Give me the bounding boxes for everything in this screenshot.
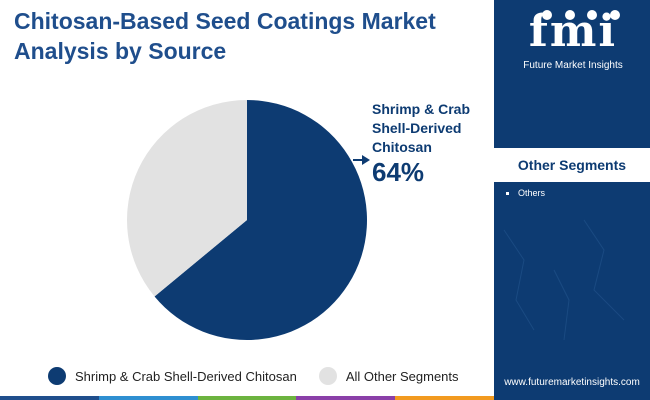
logo-letters: fmi (528, 6, 618, 57)
segment-item-label: Others (518, 188, 546, 198)
accent-bar-segment (296, 396, 396, 400)
legend-label-shrimp-crab: Shrimp & Crab Shell-Derived Chitosan (75, 368, 297, 384)
callout-arrow (353, 155, 370, 165)
callout-label-line-2: Shell-Derived (372, 120, 462, 136)
accent-bar-segment (98, 396, 198, 400)
callout-value: 64% (372, 157, 425, 187)
accent-bar-segment (197, 396, 297, 400)
other-segments-header: Other Segments (494, 148, 650, 182)
pie-slices (126, 100, 367, 340)
bullet-icon (506, 191, 509, 195)
pie-chart (126, 100, 370, 340)
title-line-2: Analysis by Source (14, 38, 227, 64)
accent-bar-segment (0, 396, 99, 400)
pie-slice-other-segments (126, 100, 247, 297)
accent-bar-segment (395, 396, 494, 400)
logo-icons (536, 10, 626, 22)
website-url: www.futuremarketinsights.com (504, 377, 640, 388)
panel-texture (503, 219, 625, 341)
side-panel: fmi Future Market Insights Other Segment… (494, 0, 650, 400)
callout-label-line-3: Chitosan (372, 139, 432, 155)
slice-callout: Shrimp & Crab Shell-Derived Chitosan 64% (372, 100, 502, 187)
legend-swatch-shrimp-crab (48, 367, 66, 385)
legend-label-other-segments: All Other Segments (345, 368, 459, 384)
color-accent-bar (0, 396, 494, 400)
segment-item: Others (506, 186, 545, 200)
segments-list: Others (506, 186, 545, 200)
legend-item-other-segments: All Other Segments (318, 367, 459, 385)
pie-slice-shrimp-crab (154, 100, 367, 340)
legend-item-shrimp-crab: Shrimp & Crab Shell-Derived Chitosan (48, 367, 297, 385)
callout-label-line-1: Shrimp & Crab (372, 101, 471, 117)
logo-caption: Future Market Insights (523, 60, 623, 71)
chart-legend: Shrimp & Crab Shell-Derived Chitosan All… (48, 366, 481, 386)
title-line-1: Chitosan-Based Seed Coatings Market (14, 8, 436, 34)
chart-title: Chitosan-Based Seed Coatings Market Anal… (14, 6, 494, 66)
legend-swatch-other-segments (318, 367, 337, 385)
fmi-logo: fmi Future Market Insights (508, 6, 638, 72)
